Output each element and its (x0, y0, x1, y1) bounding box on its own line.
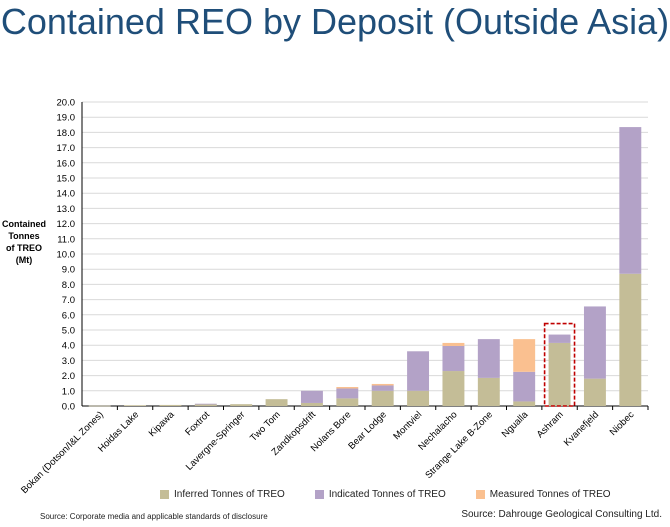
bar-segment-indicated (194, 403, 217, 405)
bar-segment-indicated (583, 306, 606, 379)
bar-segment-inferred (371, 390, 394, 406)
bar-segment-inferred (477, 377, 500, 406)
highlight-box (543, 322, 576, 407)
bar-segment-indicated (300, 390, 323, 403)
bar-segment-inferred (265, 399, 288, 406)
bar-segment-inferred (159, 404, 182, 406)
bar-segment-measured (513, 339, 536, 372)
bar-segment-inferred (583, 378, 606, 406)
bar-segment-inferred (619, 273, 642, 406)
y-tick-label: 16.0 (57, 158, 76, 169)
bar-segment-inferred (513, 401, 536, 406)
legend-swatch-inferred (160, 490, 169, 499)
legend-item-measured: Measured Tonnes of TREO (475, 489, 611, 500)
legend-label-indicated: Indicated Tonnes of TREO (328, 489, 446, 500)
legend-label-inferred: Inferred Tonnes of TREO (174, 489, 285, 500)
source-note-left: Source: Corporate media and applicable s… (40, 512, 268, 521)
y-tick-label: 14.0 (57, 189, 76, 200)
bar-segment-inferred (407, 390, 430, 406)
legend-item-inferred: Inferred Tonnes of TREO (160, 489, 285, 500)
y-tick-label: 10.0 (57, 250, 76, 261)
bar-segment-inferred (124, 405, 147, 406)
legend-swatch-indicated (314, 490, 324, 499)
legend-label-measured: Measured Tonnes of TREO (489, 489, 611, 500)
bar-segment-indicated (336, 388, 359, 399)
y-axis-label: Contained Tonnes of TREO (Mt) (0, 218, 48, 266)
y-tick-label: 7.0 (62, 295, 75, 306)
source-note-right: Source: Dahrouge Geological Consulting L… (461, 509, 662, 520)
bar-segment-inferred (442, 371, 465, 406)
y-axis-label-line: (Mt) (15, 255, 33, 265)
x-tick-label: Niobec (608, 409, 637, 438)
bar-segment-indicated (442, 345, 465, 372)
bar-segment-indicated (371, 385, 394, 391)
y-tick-label: 19.0 (57, 113, 76, 124)
y-tick-label: 0.0 (62, 402, 75, 413)
x-tick-label: Montviel (391, 409, 424, 442)
bar-segment-inferred (230, 404, 253, 406)
y-axis-label-line: of TREO (6, 243, 42, 253)
bar-segment-inferred (548, 342, 571, 406)
bar-segment-indicated (477, 339, 500, 378)
x-tick-label: Foxtrot (183, 409, 212, 438)
y-tick-label: 1.0 (62, 386, 75, 397)
legend-swatch-measured (475, 490, 485, 499)
y-tick-label: 15.0 (57, 174, 76, 185)
bar-segment-measured (371, 383, 394, 386)
y-tick-label: 20.0 (57, 98, 76, 109)
bar-segment-inferred (336, 398, 359, 406)
y-tick-label: 11.0 (57, 234, 75, 245)
x-tick-label: Bear Lodge (346, 409, 389, 452)
bar-segment-inferred (194, 404, 217, 406)
y-tick-label: 4.0 (62, 341, 75, 352)
x-tick-label: Kipawa (147, 409, 177, 439)
y-tick-label: 6.0 (62, 310, 75, 321)
y-tick-label: 3.0 (62, 356, 75, 367)
legend: Inferred Tonnes of TREO Indicated Tonnes… (160, 489, 611, 500)
y-tick-label: 17.0 (57, 143, 76, 154)
bar-segment-inferred (300, 402, 323, 406)
bar-segment-indicated (513, 371, 536, 402)
bar-segment-indicated (548, 334, 571, 343)
bar-segment-indicated (619, 127, 642, 274)
y-axis-label-line: Contained (2, 219, 46, 229)
y-axis-label-line: Tonnes (8, 231, 40, 241)
x-tick-label: Bokan (Dotson/I&L Zones) (19, 409, 106, 496)
y-tick-label: 12.0 (57, 219, 76, 230)
bar-segment-inferred (88, 405, 111, 407)
x-tick-label: Ashram (535, 409, 566, 440)
x-tick-label: Kvanefjeld (562, 409, 601, 448)
y-tick-label: 18.0 (57, 128, 76, 139)
y-tick-label: 13.0 (57, 204, 76, 215)
bar-segment-measured (442, 342, 465, 346)
bar-segment-measured (336, 387, 359, 389)
y-tick-label: 9.0 (62, 265, 75, 276)
y-tick-label: 5.0 (62, 326, 75, 337)
x-tick-label: Ngualla (500, 409, 531, 440)
legend-item-indicated: Indicated Tonnes of TREO (314, 489, 446, 500)
y-tick-label: 2.0 (62, 371, 75, 382)
bar-segment-indicated (407, 351, 430, 391)
x-tick-label: Strange Lake B-Zone (423, 409, 495, 481)
chart-title: Contained REO by Deposit (Outside Asia) (0, 1, 670, 42)
y-tick-label: 8.0 (62, 280, 75, 291)
x-tick-label: Two Tom (248, 409, 283, 444)
